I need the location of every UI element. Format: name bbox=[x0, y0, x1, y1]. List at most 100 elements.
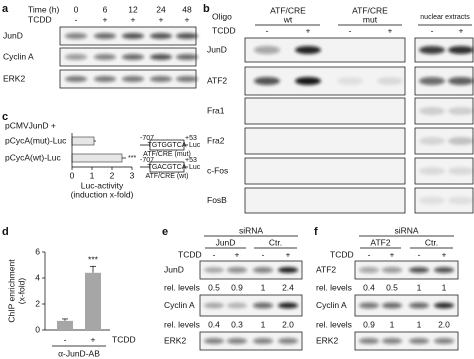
row-label: JunD bbox=[207, 44, 227, 54]
group-label: wt bbox=[283, 14, 293, 24]
rel-level: 0.5 bbox=[208, 282, 220, 292]
tcdd-sign: + bbox=[286, 249, 291, 259]
band bbox=[337, 77, 363, 85]
group-label: Ctr. bbox=[425, 237, 438, 247]
row-label: Cyclin A bbox=[164, 300, 195, 310]
tcdd-sign: + bbox=[442, 249, 447, 259]
group-label: α-JunD-AB bbox=[58, 348, 100, 358]
band bbox=[204, 267, 224, 273]
group-label: Ctr. bbox=[269, 237, 282, 247]
bar bbox=[71, 136, 95, 146]
band bbox=[227, 267, 247, 273]
blot bbox=[244, 97, 406, 125]
tcdd-sign: - bbox=[431, 25, 434, 35]
tcdd-label: TCDD bbox=[28, 14, 52, 24]
band bbox=[227, 302, 247, 309]
row-label: Cyclin A bbox=[3, 51, 34, 61]
x-tick-label: 0 bbox=[70, 170, 75, 180]
row-label: JunD bbox=[3, 30, 23, 40]
band bbox=[382, 267, 402, 273]
group-label: mut bbox=[363, 14, 378, 24]
band bbox=[382, 338, 402, 344]
band bbox=[278, 302, 298, 309]
row-label: JunD bbox=[164, 264, 184, 274]
panel-label: a bbox=[2, 3, 9, 15]
sirna-label: siRNA bbox=[394, 225, 418, 235]
band bbox=[434, 338, 454, 344]
band bbox=[409, 338, 429, 344]
y-tick-label: 0 bbox=[35, 324, 40, 334]
band bbox=[94, 33, 116, 39]
band bbox=[253, 338, 273, 344]
group-label: ATF/CRE bbox=[270, 5, 306, 15]
band bbox=[434, 267, 454, 273]
tcdd-label: TCDD bbox=[330, 249, 354, 259]
tcdd-sign: + bbox=[131, 14, 136, 24]
band bbox=[448, 77, 474, 85]
band bbox=[448, 167, 474, 175]
rel-label: rel. levels bbox=[164, 282, 200, 292]
tcdd-sign: + bbox=[390, 249, 395, 259]
element-box bbox=[149, 161, 185, 173]
row-label: FosB bbox=[207, 195, 227, 205]
band bbox=[295, 77, 321, 85]
panel-label: f bbox=[314, 226, 318, 238]
row-label: Fra1 bbox=[207, 105, 225, 115]
rel-level: 0.4 bbox=[208, 319, 220, 329]
bar bbox=[85, 272, 101, 330]
sequence: TGTGGTCA bbox=[148, 142, 187, 149]
time-value: 12 bbox=[128, 4, 138, 14]
group-label: ATF2 bbox=[370, 237, 390, 247]
row-label: Fra2 bbox=[207, 135, 225, 145]
rel-level: 0.4 bbox=[363, 282, 375, 292]
category-label: pCycA(wt)-Luc bbox=[5, 152, 61, 162]
band bbox=[448, 137, 474, 145]
annotation: *** bbox=[128, 155, 136, 162]
band bbox=[448, 46, 474, 54]
blot bbox=[354, 294, 459, 317]
time-label: Time (h) bbox=[28, 4, 59, 14]
tcdd-label: TCDD bbox=[212, 25, 236, 35]
x-tick-label: - bbox=[64, 334, 67, 344]
tcdd-sign: + bbox=[306, 25, 311, 35]
y-axis-label: ChIP enrichment bbox=[6, 259, 16, 323]
reporter: Luc bbox=[189, 142, 201, 149]
x-axis-label: TCDD bbox=[112, 334, 136, 344]
band bbox=[419, 46, 445, 54]
rel-level: 0.3 bbox=[231, 319, 243, 329]
rel-level: 1 bbox=[390, 319, 395, 329]
band bbox=[122, 54, 144, 60]
reporter: Luc bbox=[189, 164, 201, 171]
element-box bbox=[149, 139, 185, 151]
rel-label: rel. levels bbox=[316, 319, 352, 329]
panel-label: e bbox=[162, 226, 168, 238]
band bbox=[419, 167, 445, 175]
rel-level: 2.4 bbox=[282, 282, 294, 292]
x-tick-label: 2 bbox=[110, 170, 115, 180]
time-value: 24 bbox=[156, 4, 166, 14]
tcdd-sign: + bbox=[103, 14, 108, 24]
blot bbox=[244, 187, 406, 214]
band bbox=[253, 267, 273, 273]
band bbox=[359, 267, 379, 273]
rel-level: 1 bbox=[417, 319, 422, 329]
blot bbox=[244, 157, 406, 185]
band bbox=[419, 137, 445, 145]
band bbox=[176, 76, 198, 82]
tcdd-sign: - bbox=[349, 25, 352, 35]
row-label: c-Fos bbox=[207, 165, 228, 175]
band bbox=[254, 46, 280, 54]
oligo-label: Oligo bbox=[212, 11, 232, 21]
rel-level: 2.0 bbox=[282, 319, 294, 329]
element-caption: ATF/CRE (wt) bbox=[145, 173, 188, 180]
band bbox=[94, 76, 116, 82]
blot bbox=[199, 260, 303, 280]
band bbox=[65, 76, 87, 82]
x-tick-label: 1 bbox=[90, 170, 95, 180]
band bbox=[419, 77, 445, 85]
band bbox=[94, 54, 116, 60]
panel-label: d bbox=[2, 226, 9, 238]
band bbox=[295, 46, 321, 54]
band bbox=[204, 338, 224, 344]
rel-level: 1 bbox=[442, 282, 447, 292]
